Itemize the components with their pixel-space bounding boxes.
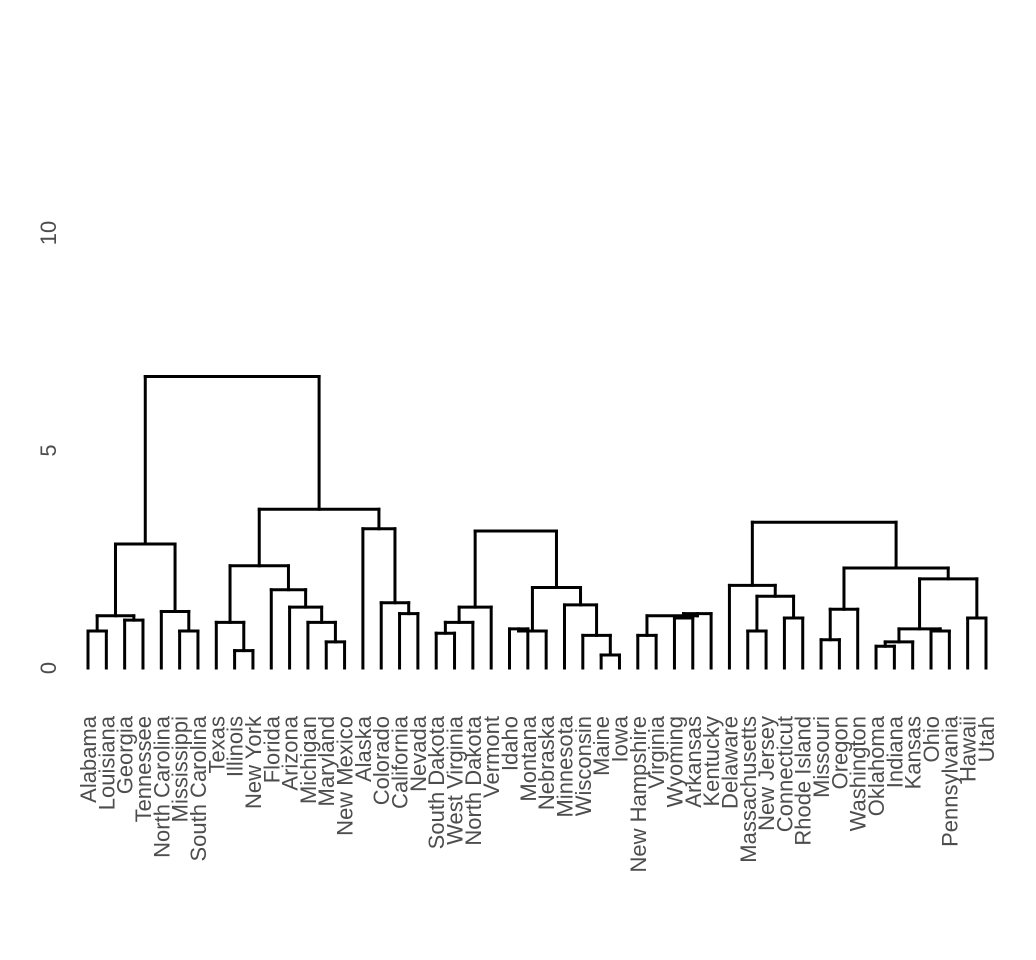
- leaf-label: Georgia: [113, 715, 138, 794]
- leaf-label: North Carolina: [149, 715, 174, 858]
- leaf-label: Arkansas: [681, 716, 706, 808]
- leaf-label: Rhode Island: [791, 716, 816, 846]
- leaf-label: West Virginia: [443, 715, 468, 845]
- leaf-label: South Dakota: [424, 715, 449, 849]
- leaf-label: New Mexico: [333, 716, 358, 836]
- leaf-label: Massachusetts: [736, 716, 761, 863]
- leaf-label: Vermont: [479, 716, 504, 798]
- leaf-label: Maryland: [314, 716, 339, 806]
- leaf-label: New York: [241, 715, 266, 809]
- y-axis: 0 5 10: [36, 221, 61, 674]
- leaf-label: Wisconsin: [571, 716, 596, 816]
- leaf-label: Utah: [974, 716, 999, 762]
- leaf-label: North Dakota: [461, 715, 486, 845]
- leaf-label: Missouri: [809, 716, 834, 798]
- leaf-label: Mississippi: [168, 716, 193, 822]
- leaf-label: Hawaii: [956, 716, 981, 782]
- leaf-label: Illinois: [223, 716, 248, 777]
- leaf-label: Texas: [204, 716, 229, 773]
- leaf-label: Washington: [846, 716, 871, 831]
- leaf-label: Nevada: [406, 715, 431, 792]
- leaf-label: Indiana: [882, 715, 907, 788]
- leaf-label: Minnesota: [552, 715, 577, 817]
- leaf-label: Nebraska: [534, 715, 559, 810]
- leaf-label: Virginia: [644, 715, 669, 789]
- leaf-label: Connecticut: [772, 716, 797, 832]
- dendrogram-branches: [86, 375, 988, 670]
- y-tick-label: 5: [36, 444, 61, 456]
- leaf-label: South Carolina: [186, 715, 211, 861]
- leaf-label: Kentucky: [699, 716, 724, 807]
- leaf-label: Colorado: [369, 716, 394, 805]
- leaf-label: Delaware: [717, 716, 742, 809]
- leaf-label: Michigan: [296, 716, 321, 804]
- leaf-label: Maine: [589, 716, 614, 776]
- leaf-label: Montana: [516, 715, 541, 801]
- leaf-label: Alaska: [351, 715, 376, 782]
- y-tick-label: 0: [36, 662, 61, 674]
- leaf-label: Louisiana: [94, 715, 119, 810]
- leaf-label: Iowa: [607, 715, 632, 762]
- y-tick-label: 10: [36, 221, 61, 245]
- leaf-label: Pennsylvania: [937, 715, 962, 847]
- leaf-label: Kansas: [901, 716, 926, 789]
- leaf-label: New Hampshire: [626, 716, 651, 873]
- leaf-label: Oregon: [827, 716, 852, 789]
- leaf-label: Idaho: [498, 716, 523, 771]
- leaf-label: New Jersey: [754, 716, 779, 831]
- leaf-label: California: [388, 715, 413, 809]
- leaf-label: Tennessee: [131, 716, 156, 822]
- leaf-label: Florida: [259, 715, 284, 783]
- leaf-label: Alabama: [76, 715, 101, 803]
- leaf-label: Wyoming: [662, 716, 687, 808]
- leaf-label: Arizona: [278, 715, 303, 790]
- leaf-label: Oklahoma: [864, 715, 889, 816]
- leaf-label: Ohio: [919, 716, 944, 762]
